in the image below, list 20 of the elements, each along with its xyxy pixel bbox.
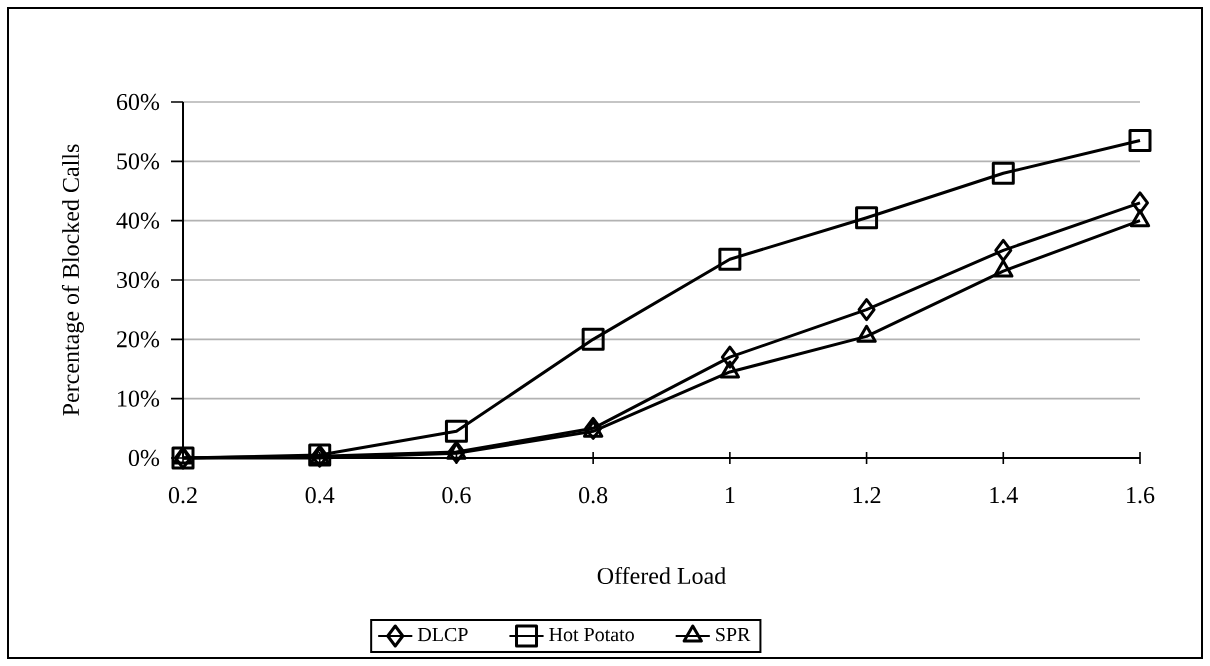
y-tick-label: 40% [116,212,160,229]
y-tick-label: 60% [116,93,160,111]
x-tick-label: 1.6 [1127,487,1155,504]
legend-label: SPR [716,627,751,642]
y-tick-label: 20% [117,331,160,348]
y-axis-title: Percentage of Blocked Calls [61,144,84,416]
x-axis-title: Offered Load [597,566,726,585]
legend-label: Hot Potato [549,627,634,642]
x-tick-label: 0.2 [168,487,197,504]
y-tick-label: 50% [117,153,160,170]
legend-label: DLCP [417,627,468,642]
x-tick-label: 0.6 [442,487,471,504]
y-tick-label: 10% [118,390,160,407]
y-tick-label: 0% [128,449,160,467]
x-tick-label: 1.4 [990,487,1018,504]
x-tick-label: 0.8 [579,487,608,504]
x-tick-label: 0.4 [305,487,335,504]
y-tick-label: 30% [117,271,160,289]
x-tick-label: 1.2 [853,487,881,504]
x-tick-label: 1 [725,487,735,503]
